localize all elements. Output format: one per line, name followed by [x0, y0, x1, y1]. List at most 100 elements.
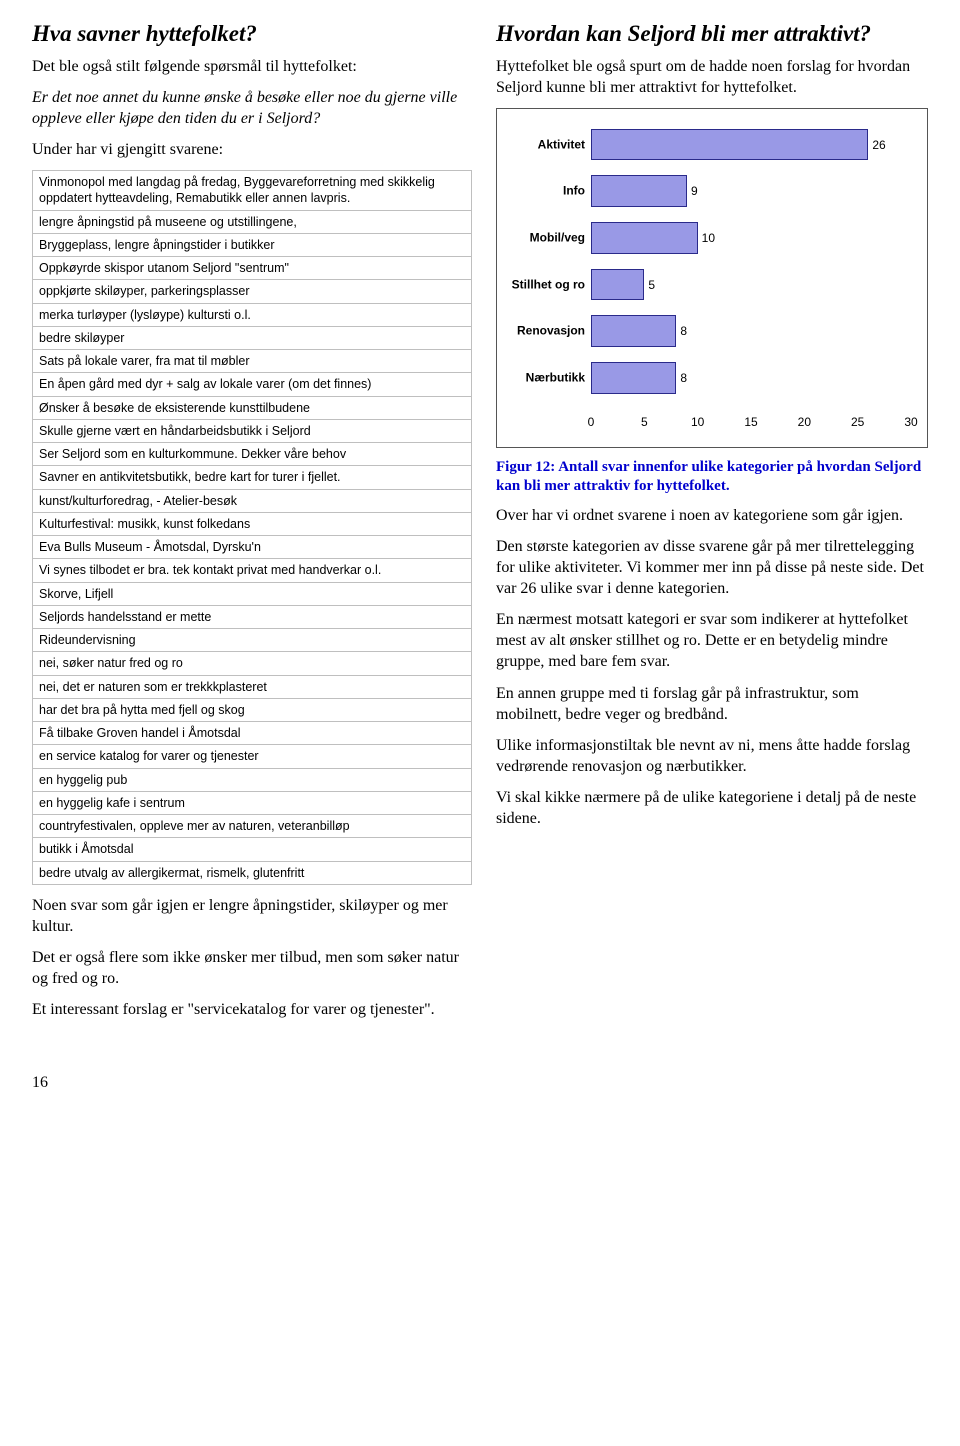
table-row: merka turløyper (lysløype) kultursti o.l…: [33, 303, 472, 326]
right-column: Hvordan kan Seljord bli mer attraktivt? …: [496, 20, 928, 1030]
chart-bar: [591, 129, 868, 160]
table-cell: Savner en antikvitetsbutikk, bedre kart …: [33, 466, 472, 489]
chart-bar: [591, 362, 676, 393]
chart-x-tick: 0: [588, 415, 595, 429]
table-row: har det bra på hytta med fjell og skog: [33, 698, 472, 721]
table-cell: merka turløyper (lysløype) kultursti o.l…: [33, 303, 472, 326]
responses-table: Vinmonopol med langdag på fredag, Byggev…: [32, 170, 472, 885]
chart-bar-label: Stillhet og ro: [501, 278, 591, 291]
table-cell: Sats på lokale varer, fra mat til møbler: [33, 350, 472, 373]
table-row: Eva Bulls Museum - Åmotsdal, Dyrsku'n: [33, 536, 472, 559]
table-cell: Ønsker å besøke de eksisterende kunsttil…: [33, 396, 472, 419]
table-cell: Få tilbake Groven handel i Åmotsdal: [33, 722, 472, 745]
table-row: Oppkøyrde skispor utanom Seljord "sentru…: [33, 257, 472, 280]
table-row: Ser Seljord som en kulturkommune. Dekker…: [33, 443, 472, 466]
table-row: Kulturfestival: musikk, kunst folkedans: [33, 512, 472, 535]
table-cell: har det bra på hytta med fjell og skog: [33, 698, 472, 721]
right-para-1: Hyttefolket ble også spurt om de hadde n…: [496, 56, 928, 98]
table-row: En åpen gård med dyr + salg av lokale va…: [33, 373, 472, 396]
chart-x-tick: 20: [798, 415, 811, 429]
left-para-1: Det ble også stilt følgende spørsmål til…: [32, 56, 472, 77]
chart-bar-label: Nærbutikk: [501, 371, 591, 384]
bar-chart: Aktivitet26Info9Mobil/veg10Stillhet og r…: [496, 108, 928, 448]
table-row: bedre utvalg av allergikermat, rismelk, …: [33, 861, 472, 884]
chart-x-tick: 10: [691, 415, 704, 429]
chart-bar-value: 26: [872, 138, 885, 152]
left-para-5: Det er også flere som ikke ønsker mer ti…: [32, 947, 472, 989]
table-row: Bryggeplass, lengre åpningstider i butik…: [33, 233, 472, 256]
table-row: Seljords handelsstand er mette: [33, 605, 472, 628]
table-row: en service katalog for varer og tjeneste…: [33, 745, 472, 768]
table-cell: Skulle gjerne vært en håndarbeidsbutikk …: [33, 419, 472, 442]
chart-bar-row: Nærbutikk8: [591, 360, 911, 395]
table-row: bedre skiløyper: [33, 326, 472, 349]
chart-bar: [591, 269, 644, 300]
table-row: kunst/kulturforedrag, - Atelier-besøk: [33, 489, 472, 512]
table-cell: nei, det er naturen som er trekkkplaster…: [33, 675, 472, 698]
right-para-3: Den største kategorien av disse svarene …: [496, 536, 928, 599]
table-row: Skulle gjerne vært en håndarbeidsbutikk …: [33, 419, 472, 442]
table-row: oppkjørte skiløyper, parkeringsplasser: [33, 280, 472, 303]
chart-bar-row: Mobil/veg10: [591, 220, 911, 255]
table-row: butikk i Åmotsdal: [33, 838, 472, 861]
table-row: lengre åpningstid på museene og utstilli…: [33, 210, 472, 233]
chart-x-tick: 30: [904, 415, 917, 429]
left-heading: Hva savner hyttefolket?: [32, 20, 472, 48]
table-cell: Kulturfestival: musikk, kunst folkedans: [33, 512, 472, 535]
table-row: Rideundervisning: [33, 629, 472, 652]
table-cell: Oppkøyrde skispor utanom Seljord "sentru…: [33, 257, 472, 280]
chart-x-tick: 5: [641, 415, 648, 429]
table-cell: Ser Seljord som en kulturkommune. Dekker…: [33, 443, 472, 466]
chart-bar-value: 8: [680, 324, 687, 338]
table-cell: Skorve, Lifjell: [33, 582, 472, 605]
chart-bar-row: Aktivitet26: [591, 127, 911, 162]
table-cell: Seljords handelsstand er mette: [33, 605, 472, 628]
chart-bar-label: Mobil/veg: [501, 231, 591, 244]
chart-bar-label: Aktivitet: [501, 138, 591, 151]
right-heading: Hvordan kan Seljord bli mer attraktivt?: [496, 20, 928, 48]
page-number: 16: [0, 1062, 960, 1106]
left-column: Hva savner hyttefolket? Det ble også sti…: [32, 20, 472, 1030]
page-layout: Hva savner hyttefolket? Det ble også sti…: [0, 0, 960, 1062]
figure-caption: Figur 12: Antall svar innenfor ulike kat…: [496, 458, 928, 497]
chart-x-tick: 15: [744, 415, 757, 429]
table-cell: nei, søker natur fred og ro: [33, 652, 472, 675]
table-cell: countryfestivalen, oppleve mer av nature…: [33, 815, 472, 838]
chart-bar-value: 5: [648, 278, 655, 292]
table-row: nei, det er naturen som er trekkkplaster…: [33, 675, 472, 698]
left-para-6: Et interessant forslag er "servicekatalo…: [32, 999, 472, 1020]
table-row: countryfestivalen, oppleve mer av nature…: [33, 815, 472, 838]
right-para-5: En annen gruppe med ti forslag går på in…: [496, 683, 928, 725]
table-row: en hyggelig kafe i sentrum: [33, 791, 472, 814]
left-para-4: Noen svar som går igjen er lengre åpning…: [32, 895, 472, 937]
right-para-7: Vi skal kikke nærmere på de ulike katego…: [496, 787, 928, 829]
table-cell: Bryggeplass, lengre åpningstider i butik…: [33, 233, 472, 256]
chart-bar-value: 9: [691, 184, 698, 198]
table-cell: En åpen gård med dyr + salg av lokale va…: [33, 373, 472, 396]
chart-bar: [591, 222, 698, 253]
table-row: Vi synes tilbodet er bra. tek kontakt pr…: [33, 559, 472, 582]
right-para-4: En nærmest motsatt kategori er svar som …: [496, 609, 928, 672]
table-cell: bedre skiløyper: [33, 326, 472, 349]
table-row: Ønsker å besøke de eksisterende kunsttil…: [33, 396, 472, 419]
chart-bar: [591, 315, 676, 346]
table-cell: en service katalog for varer og tjeneste…: [33, 745, 472, 768]
chart-bar-row: Stillhet og ro5: [591, 267, 911, 302]
right-para-6: Ulike informasjonstiltak ble nevnt av ni…: [496, 735, 928, 777]
table-row: Få tilbake Groven handel i Åmotsdal: [33, 722, 472, 745]
chart-bar-value: 10: [702, 231, 715, 245]
right-para-2: Over har vi ordnet svarene i noen av kat…: [496, 505, 928, 526]
chart-x-tick: 25: [851, 415, 864, 429]
table-row: nei, søker natur fred og ro: [33, 652, 472, 675]
chart-bar-label: Info: [501, 185, 591, 198]
left-para-2: Er det noe annet du kunne ønske å besøke…: [32, 87, 472, 129]
table-cell: en hyggelig pub: [33, 768, 472, 791]
chart-bar-value: 8: [680, 371, 687, 385]
table-cell: en hyggelig kafe i sentrum: [33, 791, 472, 814]
table-cell: kunst/kulturforedrag, - Atelier-besøk: [33, 489, 472, 512]
table-cell: butikk i Åmotsdal: [33, 838, 472, 861]
table-cell: oppkjørte skiløyper, parkeringsplasser: [33, 280, 472, 303]
left-para-3: Under har vi gjengitt svarene:: [32, 139, 472, 160]
table-cell: Vinmonopol med langdag på fredag, Byggev…: [33, 171, 472, 211]
table-row: en hyggelig pub: [33, 768, 472, 791]
